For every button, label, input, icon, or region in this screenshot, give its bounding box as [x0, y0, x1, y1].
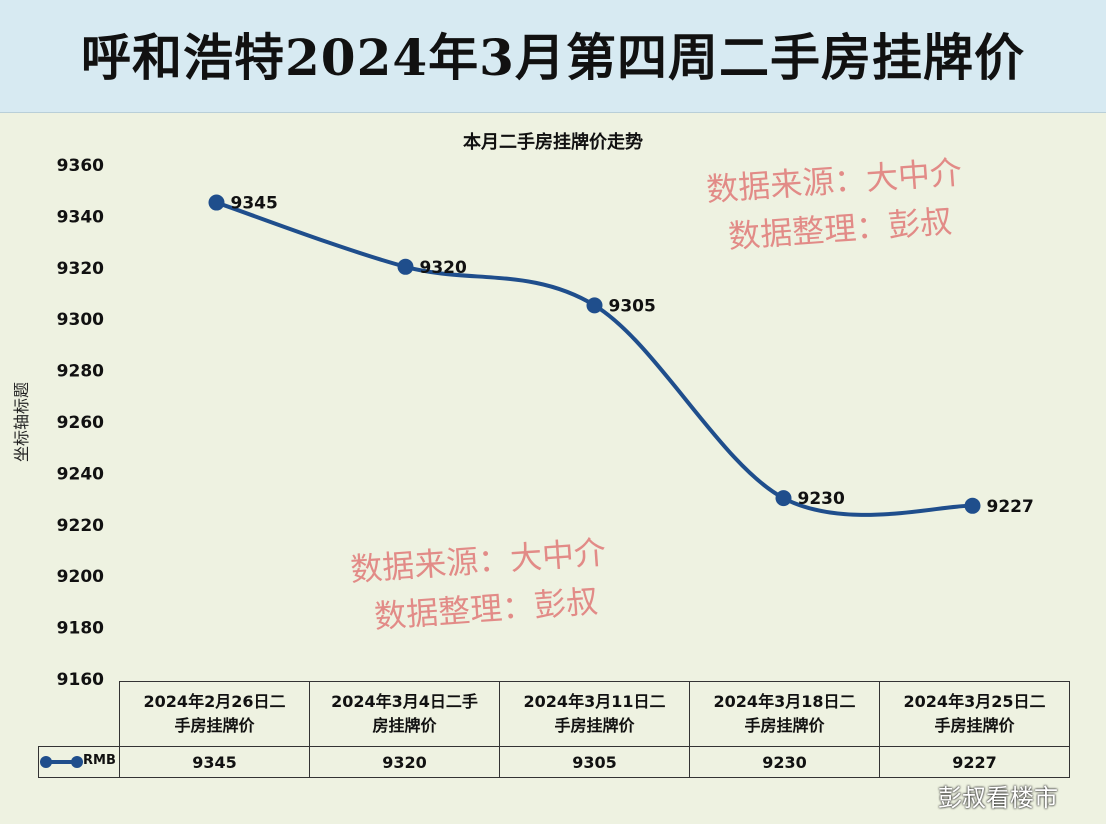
data-label: 9305: [609, 296, 656, 316]
category-header: 2024年2月26日二 手房挂牌价: [119, 681, 310, 747]
category-header-line: 2024年2月26日二: [143, 692, 286, 711]
data-point: [208, 194, 225, 211]
category-header-line: 手房挂牌价: [934, 716, 1015, 735]
data-label: 9230: [798, 489, 845, 509]
category-header-line: 2024年3月18日二: [713, 692, 856, 711]
category-header: 2024年3月4日二手 房挂牌价: [309, 681, 500, 747]
y-tick-label: 9240: [57, 464, 104, 484]
series-line: [215, 200, 973, 517]
data-point: [586, 297, 603, 314]
page-title: 呼和浩特2024年3月第四周二手房挂牌价: [81, 28, 1025, 87]
category-header-line: 手房挂牌价: [554, 716, 635, 735]
data-label: 9227: [987, 497, 1034, 517]
category-header-line: 手房挂牌价: [174, 716, 255, 735]
footer-watermark: 彭叔看楼市: [938, 784, 1058, 812]
data-label: 9320: [420, 258, 467, 278]
data-point: [397, 258, 414, 275]
data-table: 2024年2月26日二 手房挂牌价 2024年3月4日二手 房挂牌价 2024年3月…: [38, 681, 1070, 778]
category-header: 2024年3月25日二 手房挂牌价: [879, 681, 1070, 747]
table-cell-value: 9227: [879, 746, 1070, 778]
legend-line-icon: [40, 756, 83, 768]
chart-title: 本月二手房挂牌价走势: [463, 132, 643, 153]
category-header-line: 2024年3月11日二: [523, 692, 666, 711]
legend-key: RMB: [38, 746, 120, 778]
data-point: [964, 497, 981, 514]
y-tick-label: 9220: [57, 516, 104, 536]
table-cell-value: 9230: [689, 746, 880, 778]
data-point: [775, 490, 792, 507]
y-tick-label: 9320: [57, 259, 104, 279]
y-tick-label: 9260: [57, 413, 104, 433]
category-header: 2024年3月18日二 手房挂牌价: [689, 681, 880, 747]
category-header-line: 手房挂牌价: [744, 716, 825, 735]
y-tick-label: 9180: [57, 619, 104, 639]
category-header: 2024年3月11日二 手房挂牌价: [499, 681, 690, 747]
y-tick-label: 9160: [57, 670, 104, 690]
y-tick-label: 9300: [57, 310, 104, 330]
legend-series-name: RMB: [83, 753, 116, 768]
table-cell-value: 9305: [499, 746, 690, 778]
data-table-corner: [39, 682, 120, 747]
data-table-header-row: 2024年2月26日二 手房挂牌价 2024年3月4日二手 房挂牌价 2024年3月…: [39, 681, 1070, 747]
table-cell-value: 9320: [309, 746, 500, 778]
table-cell-value: 9345: [119, 746, 310, 778]
category-header-line: 房挂牌价: [372, 716, 437, 735]
category-header-line: 2024年3月25日二: [903, 692, 1046, 711]
y-tick-label: 9280: [57, 362, 104, 382]
y-tick-label: 9200: [57, 567, 104, 587]
title-band: [0, 0, 1106, 113]
category-header-line: 2024年3月4日二手: [331, 692, 478, 711]
y-tick-label: 9360: [57, 156, 104, 176]
data-table-value-row: RMB 9345 9320 9305 9230 9227: [38, 746, 1070, 778]
data-label: 9345: [231, 194, 278, 214]
y-tick-label: 9340: [57, 207, 104, 227]
